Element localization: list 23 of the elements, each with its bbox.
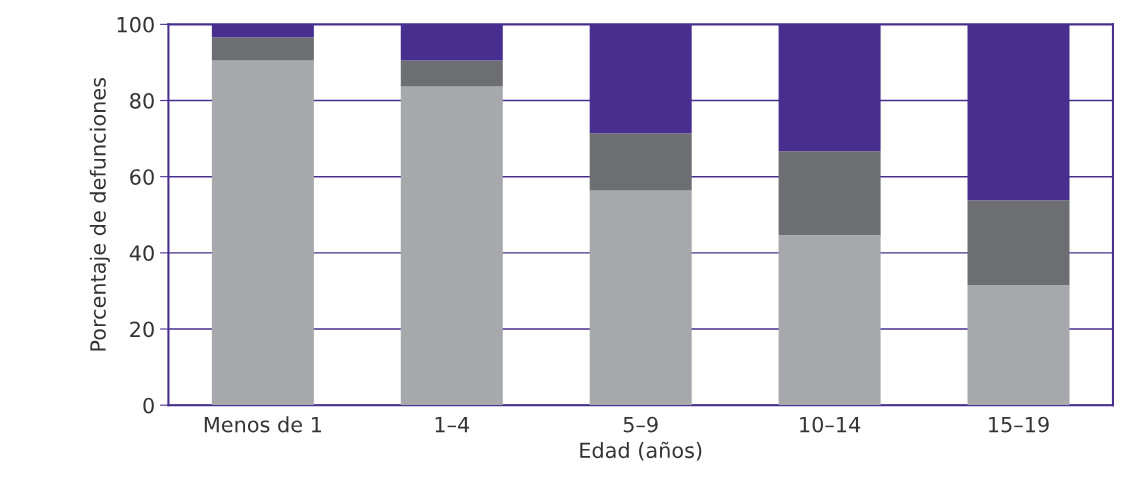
x-tick-label: 1–4 (435, 416, 470, 433)
y-tick-label: 40 (129, 245, 154, 262)
bar (967, 285, 1070, 406)
bar (967, 200, 1070, 286)
y-tick-label: 80 (130, 92, 154, 109)
x-tick-label: Menos de 1 (204, 416, 322, 433)
y-tick-label: 100 (117, 16, 154, 33)
bar (778, 151, 881, 236)
x-tick-label: 15–19 (989, 416, 1049, 433)
y-tick-label: 0 (143, 397, 154, 414)
bar (211, 60, 314, 406)
y-tick-label: 60 (130, 169, 154, 185)
bar (778, 235, 881, 406)
bar (211, 37, 314, 61)
x-tick-label: 10–14 (800, 416, 861, 433)
x-axis-title: Edad (años) (580, 441, 702, 461)
bar (400, 86, 503, 406)
y-axis-title: Porcentaje de defunciones (89, 77, 110, 351)
bar (589, 190, 692, 406)
bar (400, 60, 503, 87)
bar (589, 133, 692, 191)
x-tick-label: 5–9 (623, 416, 658, 433)
y-tick-label: 20 (130, 321, 154, 338)
